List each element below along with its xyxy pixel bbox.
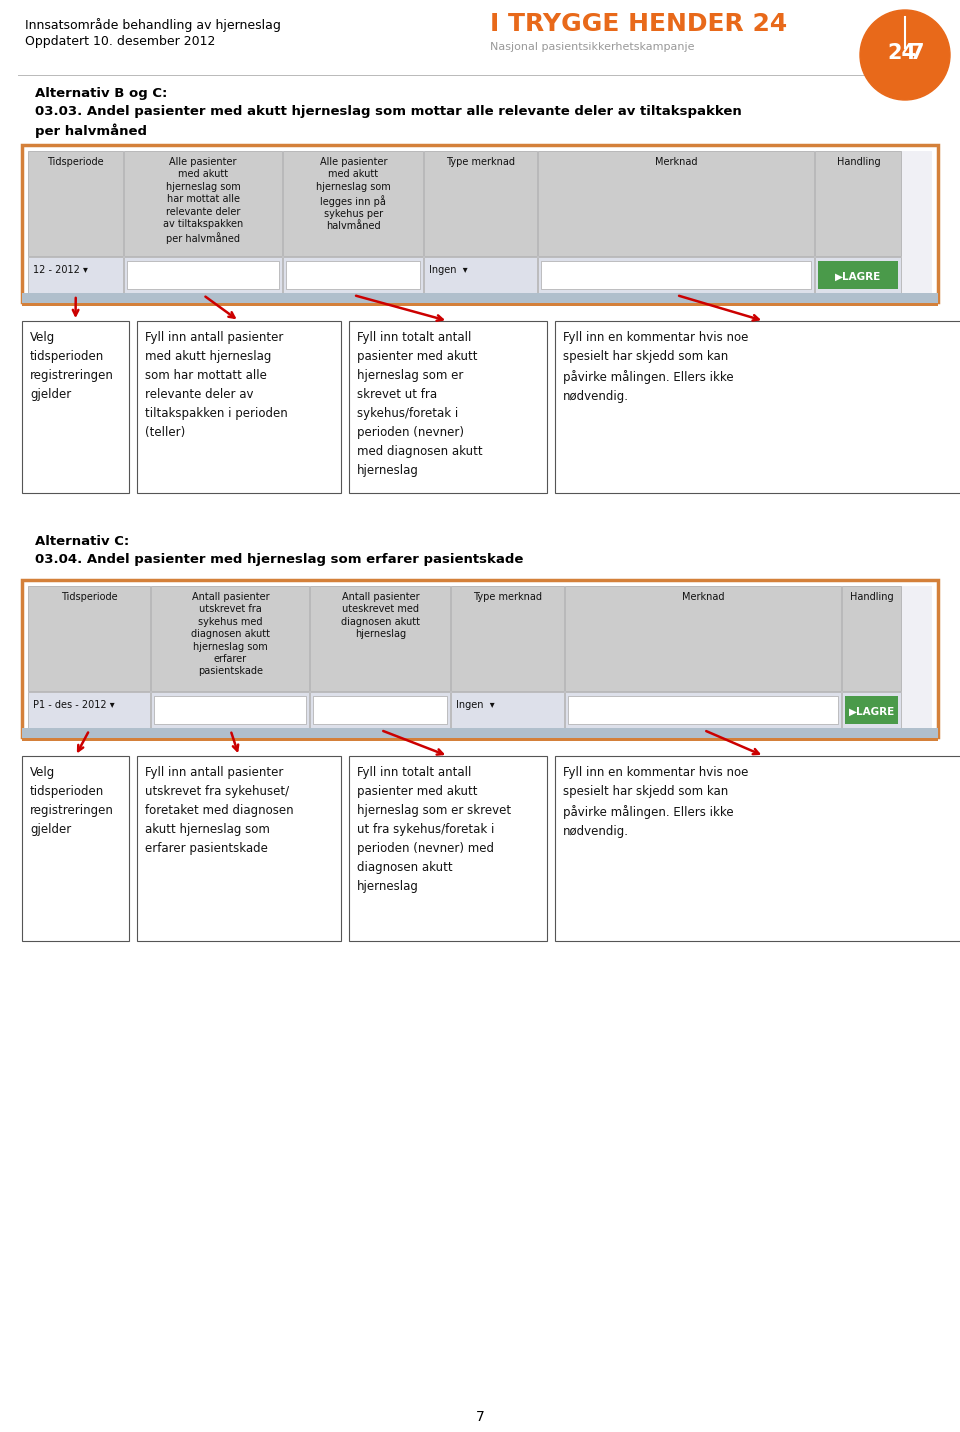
Bar — [151, 692, 309, 727]
Text: Antall pasienter
utskrevet fra
sykehus med
diagnosen akutt
hjerneslag som
erfare: Antall pasienter utskrevet fra sykehus m… — [191, 591, 270, 676]
Text: Handling: Handling — [836, 158, 880, 168]
Text: Type merknad: Type merknad — [473, 591, 542, 601]
Bar — [22, 756, 129, 941]
Bar — [846, 696, 898, 725]
Text: Fyll inn totalt antall
pasienter med akutt
hjerneslag som er skrevet
ut fra syke: Fyll inn totalt antall pasienter med aku… — [357, 766, 511, 894]
Bar — [538, 256, 814, 294]
Bar — [22, 294, 938, 304]
Bar — [538, 150, 814, 256]
Bar — [28, 256, 123, 294]
Bar — [28, 150, 932, 298]
Bar — [555, 321, 960, 493]
Text: Fyll inn totalt antall
pasienter med akutt
hjerneslag som er
skrevet ut fra
syke: Fyll inn totalt antall pasienter med aku… — [357, 331, 483, 477]
Bar — [349, 756, 547, 941]
Text: Velg
tidsperioden
registreringen
gjelder: Velg tidsperioden registreringen gjelder — [30, 766, 114, 836]
Bar — [843, 692, 900, 727]
Text: 7: 7 — [910, 43, 924, 63]
Bar — [286, 261, 420, 289]
Bar — [451, 586, 564, 692]
Bar — [310, 586, 450, 692]
Bar — [451, 692, 564, 727]
Text: 24: 24 — [887, 43, 916, 63]
Text: Type merknad: Type merknad — [446, 158, 516, 168]
Bar — [310, 692, 450, 727]
Text: Alle pasienter
med akutt
hjerneslag som
har mottat alle
relevante deler
av tilta: Alle pasienter med akutt hjerneslag som … — [163, 158, 243, 243]
Bar — [568, 696, 838, 725]
Bar — [124, 150, 282, 256]
Text: ▶LAGRE: ▶LAGRE — [849, 707, 895, 717]
Text: Alle pasienter
med akutt
hjerneslag som
legges inn på
sykehus per
halvmåned: Alle pasienter med akutt hjerneslag som … — [316, 158, 391, 232]
Bar — [818, 261, 898, 289]
Bar — [564, 586, 842, 692]
Bar — [28, 586, 932, 733]
Bar — [28, 586, 150, 692]
Text: 03.03. Andel pasienter med akutt hjerneslag som mottar alle relevante deler av t: 03.03. Andel pasienter med akutt hjernes… — [35, 105, 742, 117]
Bar — [843, 586, 900, 692]
Text: Antall pasienter
uteskrevet med
diagnosen akutt
hjerneslag: Antall pasienter uteskrevet med diagnose… — [341, 591, 420, 639]
Text: Merknad: Merknad — [655, 158, 698, 168]
Text: Merknad: Merknad — [683, 591, 725, 601]
Text: Alternativ B og C:: Alternativ B og C: — [35, 87, 167, 100]
Text: Innsatsområde behandling av hjerneslag: Innsatsområde behandling av hjerneslag — [25, 19, 281, 32]
Text: 03.04. Andel pasienter med hjerneslag som erfarer pasientskade: 03.04. Andel pasienter med hjerneslag so… — [35, 553, 523, 566]
Circle shape — [860, 10, 950, 100]
Text: Fyll inn antall pasienter
med akutt hjerneslag
som har mottatt alle
relevante de: Fyll inn antall pasienter med akutt hjer… — [145, 331, 288, 440]
Bar — [154, 696, 306, 725]
Text: Fyll inn en kommentar hvis noe
spesielt har skjedd som kan
påvirke målingen. Ell: Fyll inn en kommentar hvis noe spesielt … — [563, 331, 749, 402]
Bar — [815, 256, 900, 294]
Text: P1 - des - 2012 ▾: P1 - des - 2012 ▾ — [33, 700, 114, 710]
Bar — [137, 756, 341, 941]
Text: ▶LAGRE: ▶LAGRE — [835, 272, 881, 282]
Bar — [22, 737, 938, 740]
Bar — [28, 150, 123, 256]
Bar — [22, 321, 129, 493]
Bar — [127, 261, 278, 289]
Bar — [151, 586, 309, 692]
Bar — [22, 580, 938, 737]
Bar — [137, 321, 341, 493]
Bar — [283, 256, 422, 294]
Text: I TRYGGE HENDER 24: I TRYGGE HENDER 24 — [490, 11, 787, 36]
Text: Oppdatert 10. desember 2012: Oppdatert 10. desember 2012 — [25, 34, 215, 49]
Bar — [22, 727, 938, 737]
Text: 7: 7 — [475, 1411, 485, 1423]
Bar — [424, 150, 537, 256]
Bar — [22, 145, 938, 302]
Text: Ingen  ▾: Ingen ▾ — [429, 265, 468, 275]
Text: Tidsperiode: Tidsperiode — [61, 591, 118, 601]
Text: Alternativ C:: Alternativ C: — [35, 536, 130, 548]
Text: Fyll inn en kommentar hvis noe
spesielt har skjedd som kan
påvirke målingen. Ell: Fyll inn en kommentar hvis noe spesielt … — [563, 766, 749, 838]
Bar — [349, 321, 547, 493]
Text: per halvmåned: per halvmåned — [35, 123, 147, 137]
Text: Ingen  ▾: Ingen ▾ — [456, 700, 494, 710]
Bar — [28, 692, 150, 727]
Bar — [555, 756, 960, 941]
Bar — [424, 256, 537, 294]
Text: Handling: Handling — [851, 591, 894, 601]
Bar — [564, 692, 842, 727]
Text: Velg
tidsperioden
registreringen
gjelder: Velg tidsperioden registreringen gjelder — [30, 331, 114, 401]
Text: 12 - 2012 ▾: 12 - 2012 ▾ — [33, 265, 88, 275]
Bar — [815, 150, 900, 256]
Text: Fyll inn antall pasienter
utskrevet fra sykehuset/
foretaket med diagnosen
akutt: Fyll inn antall pasienter utskrevet fra … — [145, 766, 294, 855]
Bar — [540, 261, 811, 289]
Bar — [22, 304, 938, 306]
Bar — [283, 150, 422, 256]
Bar — [124, 256, 282, 294]
Text: Nasjonal pasientsikkerhetskampanje: Nasjonal pasientsikkerhetskampanje — [490, 42, 694, 52]
Text: Tidsperiode: Tidsperiode — [47, 158, 104, 168]
Bar — [313, 696, 447, 725]
